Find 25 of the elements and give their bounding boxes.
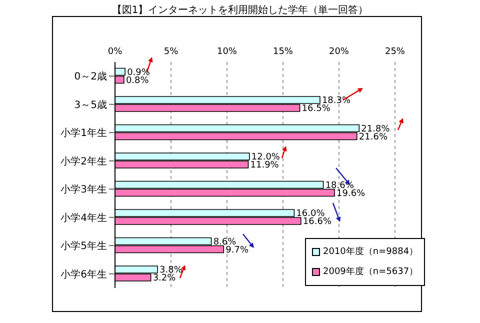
- data-label: 21.6%: [358, 132, 388, 142]
- x-tick-label: 20%: [328, 47, 350, 57]
- data-label: 19.6%: [336, 188, 366, 199]
- y-tick-label: 小学5年生: [60, 240, 107, 252]
- y-tick-label: 3～5歳: [74, 98, 107, 111]
- x-tick-label: 25%: [384, 47, 406, 57]
- data-label: 3.2%: [152, 274, 176, 284]
- y-tick-label: 小学2年生: [60, 155, 107, 168]
- x-tick-label: 5%: [164, 47, 179, 57]
- data-label: 0.8%: [126, 76, 150, 86]
- legend-label: 2009年度（n=5637）: [323, 266, 418, 279]
- y-tick-label: 小学6年生: [60, 268, 107, 280]
- x-tick-label: 0%: [108, 47, 123, 57]
- y-tick-label: 小学3年生: [60, 184, 107, 196]
- legend-label: 2010年度（n=9884）: [323, 246, 418, 259]
- x-tick-label: 10%: [216, 47, 238, 57]
- y-tick-label: 小学1年生: [60, 127, 107, 140]
- data-label: 16.6%: [302, 217, 332, 228]
- x-tick-label: 15%: [272, 47, 294, 57]
- chart-title: 【図1】インターネットを利用開始した学年（単一回答）: [110, 4, 370, 17]
- data-label: 9.7%: [226, 245, 249, 256]
- data-label: 16.5%: [302, 104, 331, 114]
- y-tick-label: 小学4年生: [60, 212, 107, 224]
- data-label: 11.9%: [250, 160, 280, 171]
- y-tick-label: 0～2歳: [74, 70, 107, 83]
